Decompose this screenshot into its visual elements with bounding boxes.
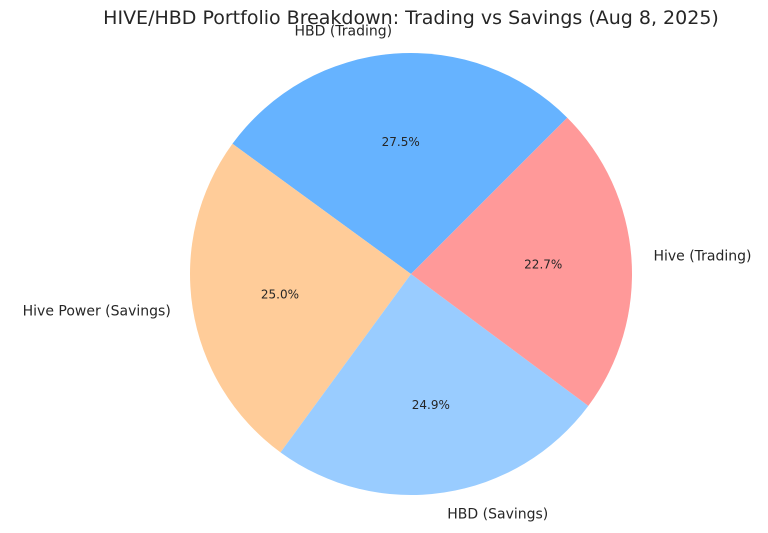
slice-percent-1: 25.0% <box>261 287 299 301</box>
pie-slice-0 <box>232 53 568 274</box>
pie-slice-1 <box>189 143 411 453</box>
slice-percent-2: 24.9% <box>412 398 450 412</box>
slice-percent-3: 22.7% <box>524 257 562 271</box>
slice-percent-0: 27.5% <box>382 135 420 149</box>
pie-slice-2 <box>280 274 589 496</box>
pie-slices <box>189 53 632 496</box>
pie-slice-3 <box>411 117 632 406</box>
chart-title: HIVE/HBD Portfolio Breakdown: Trading vs… <box>103 7 719 29</box>
slice-label-2: HBD (Savings) <box>447 506 548 522</box>
slice-labels: HBD (Trading) 27.5% Hive Power (Savings) 25… <box>23 24 752 523</box>
slice-label-1: Hive Power (Savings) <box>23 303 171 319</box>
slice-label-0: HBD (Trading) <box>294 24 392 40</box>
slice-label-3: Hive (Trading) <box>653 248 751 264</box>
